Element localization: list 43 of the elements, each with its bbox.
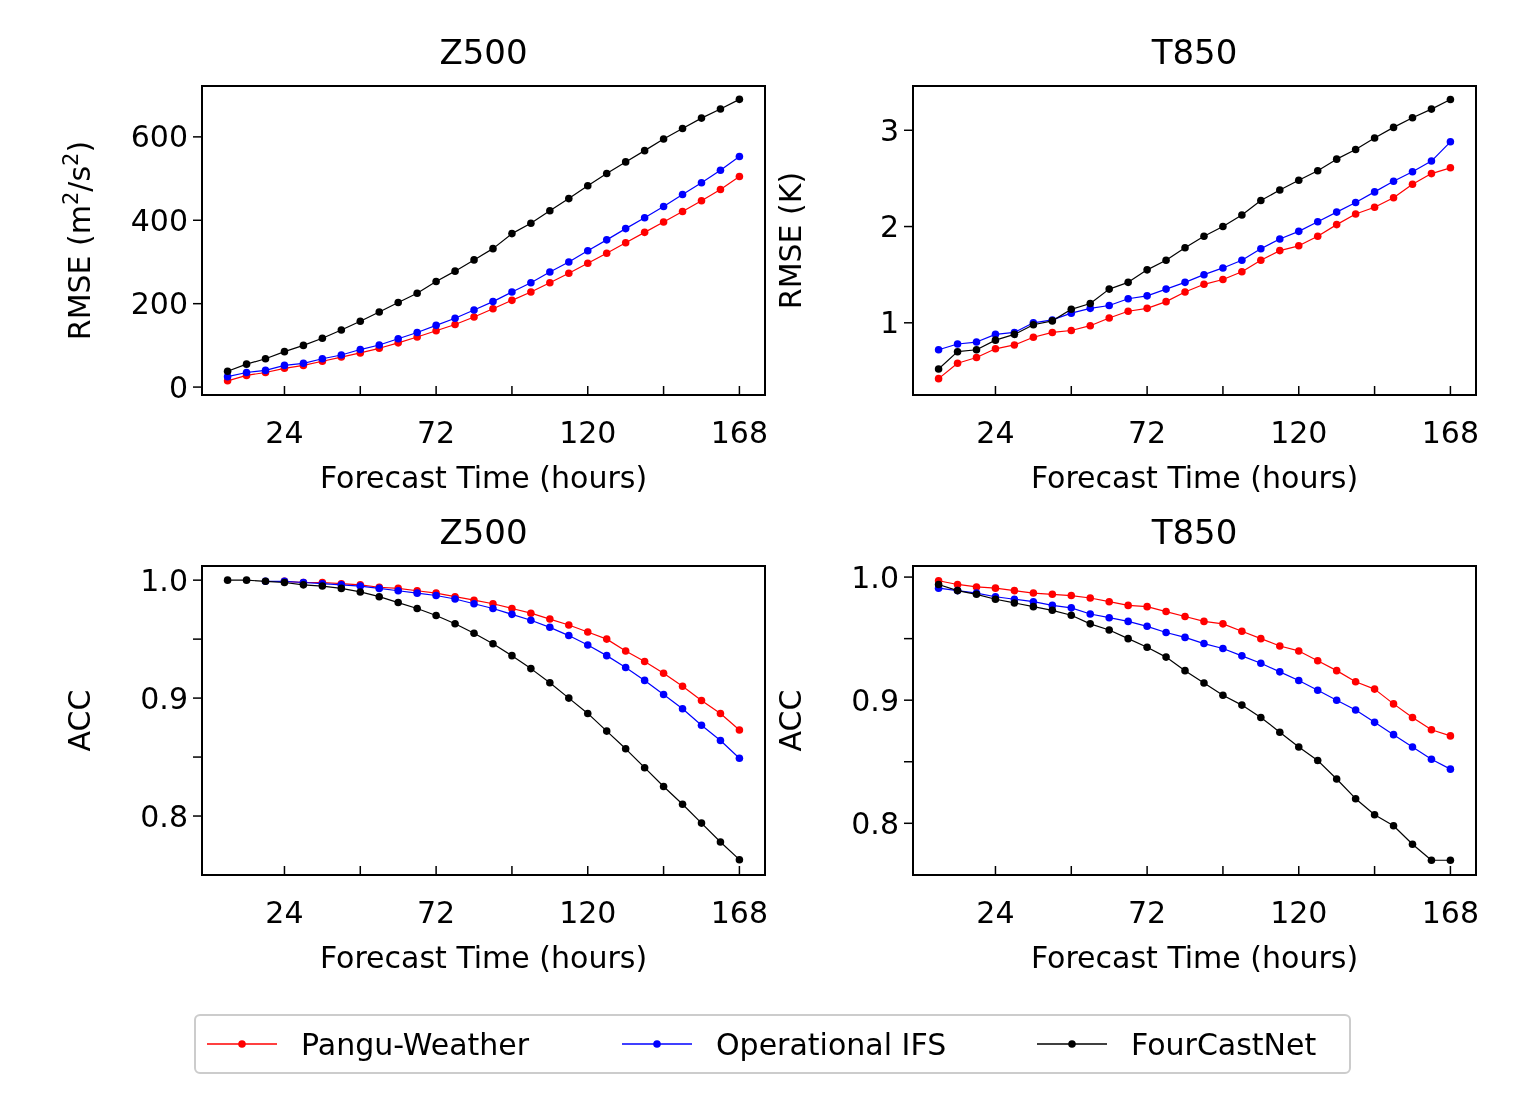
chart-title: Z500 bbox=[439, 512, 528, 552]
x-tick-label: 168 bbox=[710, 895, 769, 930]
x-tick-label: 120 bbox=[559, 415, 617, 450]
y-tick-label: 0.9 bbox=[851, 682, 899, 718]
legend-label: FourCastNet bbox=[1131, 1026, 1317, 1062]
x-axis-title: Forecast Time (hours) bbox=[1030, 940, 1359, 975]
x-tick-label: 72 bbox=[1128, 895, 1167, 930]
y-axis-title: ACC bbox=[62, 689, 97, 752]
x-tick-label: 72 bbox=[1128, 415, 1167, 450]
x-tick-label: 24 bbox=[265, 895, 304, 930]
y-tick-label: 1 bbox=[879, 305, 899, 341]
x-tick-label: 120 bbox=[1270, 895, 1328, 930]
y-axis-title: ACC bbox=[773, 689, 808, 752]
x-tick-label: 72 bbox=[417, 415, 456, 450]
y-tick-label: 2 bbox=[879, 209, 899, 245]
x-tick-label: 168 bbox=[1421, 415, 1480, 450]
x-axis-title: Forecast Time (hours) bbox=[319, 460, 648, 495]
chart-title: Z500 bbox=[439, 32, 528, 72]
y-tick-label: 400 bbox=[130, 202, 188, 238]
x-tick-label: 120 bbox=[559, 895, 617, 930]
y-tick-label: 0.9 bbox=[140, 680, 188, 716]
y-tick-label: 1.0 bbox=[851, 559, 899, 595]
x-axis-title: Forecast Time (hours) bbox=[319, 940, 648, 975]
x-tick-label: 168 bbox=[1421, 895, 1480, 930]
x-tick-label: 24 bbox=[265, 415, 304, 450]
x-axis-title: Forecast Time (hours) bbox=[1030, 460, 1359, 495]
y-tick-label: 0.8 bbox=[140, 798, 188, 834]
x-tick-label: 24 bbox=[976, 415, 1015, 450]
y-tick-label: 3 bbox=[879, 112, 899, 148]
chart-title: T850 bbox=[1150, 32, 1238, 72]
y-tick-label: 200 bbox=[130, 286, 188, 322]
y-axis-title: RMSE (K) bbox=[773, 171, 808, 310]
legend-label: Pangu-Weather bbox=[301, 1026, 530, 1062]
y-tick-label: 1.0 bbox=[140, 562, 188, 598]
x-tick-label: 120 bbox=[1270, 415, 1328, 450]
chart-title: T850 bbox=[1150, 512, 1238, 552]
y-tick-label: 600 bbox=[130, 119, 188, 155]
x-tick-label: 168 bbox=[710, 415, 769, 450]
x-tick-label: 72 bbox=[417, 895, 456, 930]
y-tick-label: 0 bbox=[168, 369, 188, 405]
legend-label: Operational IFS bbox=[716, 1026, 947, 1062]
y-tick-label: 0.8 bbox=[851, 805, 899, 841]
x-tick-label: 24 bbox=[976, 895, 1015, 930]
